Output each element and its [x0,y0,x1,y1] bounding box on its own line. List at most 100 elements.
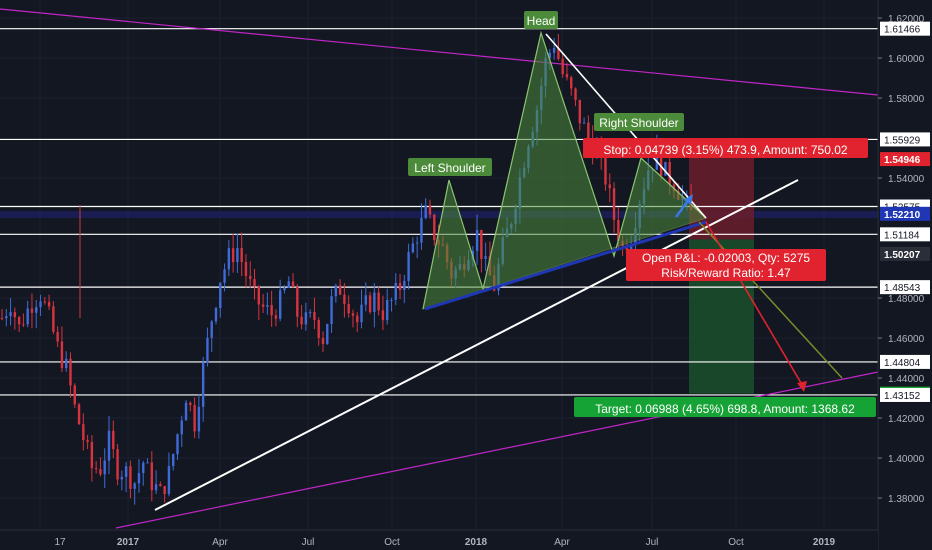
candle-body [13,312,17,318]
candle-body [236,248,239,263]
candle-body [381,310,385,321]
candle-body [604,154,607,185]
candle-body [608,184,611,189]
candle-body [150,462,153,491]
projection-line [698,221,843,379]
candle-body [360,304,363,323]
candles-layer [0,34,693,505]
head-label-box [524,11,558,29]
price-level-tag [880,152,930,167]
pnl-box [626,249,826,281]
candle-body [407,252,410,282]
candle-body [73,385,76,405]
candle-body [308,312,312,314]
price-axis: 1.62000 1.60000 1.58000 1.54000 1.48000 1.460… [877,0,932,550]
candle-body [0,318,4,319]
right-shoulder-label: Right Shoulder [599,116,678,130]
stop-label-box [583,138,868,158]
candle-body [86,440,89,443]
candle-body [90,442,94,469]
candle-body [163,486,166,495]
price-level-tag [880,132,930,147]
price-level-label: 1.61466 [884,25,921,36]
candle-body [154,484,158,491]
left-shoulder-label: Left Shoulder [414,161,485,175]
candle-body [189,402,192,406]
price-level-tag [880,21,930,36]
x-tick-label: Oct [728,537,744,548]
candle-body [330,296,333,325]
candle-body [206,337,209,363]
candle-body [5,316,8,319]
target-label-box [574,397,876,417]
price-level-tag [880,387,930,402]
candle-body [612,188,616,221]
candle-body [223,269,226,283]
candle-body [120,476,124,480]
candle-body [411,243,415,253]
candle-body [201,362,205,407]
right-shoulder-label-box [594,113,684,131]
price-level-label: 1.44804 [884,358,921,369]
candle-body [159,484,162,487]
candle-body [17,317,21,325]
y-tick-label: 1.44000 [888,374,925,385]
candle-body [373,292,376,312]
projection-arrowhead [797,381,807,392]
candle-body [617,220,620,241]
candle-body [22,324,25,326]
x-tick-label: Apr [554,537,570,548]
y-tick-label: 1.40000 [888,454,925,465]
x-tick-label: Jul [646,537,659,548]
target-label: Target: 0.06988 (4.65%) 698.8, Amount: 1… [595,402,855,416]
candle-body [26,308,29,325]
level-band [0,211,878,218]
candle-body [172,454,175,467]
candle-body [219,282,222,309]
candle-body [415,242,419,244]
neckline [424,220,707,311]
pnl-label: Open P&L: -0.02003, Qty: 5275 [642,251,810,265]
candle-body [43,301,46,303]
price-level-label: 1.52210 [884,210,921,221]
candle-body [244,261,248,277]
price-level-label: 1.48543 [884,283,921,294]
candle-body [351,313,355,316]
candle-body [39,301,42,308]
candle-body [557,47,560,59]
price-level-label: 1.50207 [884,250,921,261]
candle-body [386,300,389,321]
candle-body [480,229,483,259]
candle-body [578,99,581,124]
candle-body [270,304,273,316]
x-tick-label: 2017 [117,537,140,548]
horizontal-levels [0,28,878,396]
x-tick-label: Apr [212,537,228,548]
candle-body [561,58,564,75]
candle-body [582,122,586,124]
candle-body [257,286,260,305]
candle-body [82,424,85,441]
candle-body [552,47,556,53]
candle-body [116,449,119,480]
candle-body [377,292,380,311]
candle-body [347,303,350,314]
y-tick-label: 1.38000 [888,494,925,505]
candle-body [107,430,111,461]
candle-body [112,430,115,450]
x-tick-label: 2018 [465,537,488,548]
y-tick-label: 1.42000 [888,414,925,425]
price-level-tag [880,206,930,221]
candle-body [266,304,269,307]
candle-body [60,341,64,369]
price-level-tag [880,354,930,369]
candle-body [629,243,633,251]
candle-body [317,319,320,338]
candle-body [129,466,132,489]
price-level-tag [880,280,930,295]
axis-panel [878,0,932,550]
head-label: Head [527,14,556,28]
candle-body [428,205,432,215]
candle-body [99,469,102,475]
